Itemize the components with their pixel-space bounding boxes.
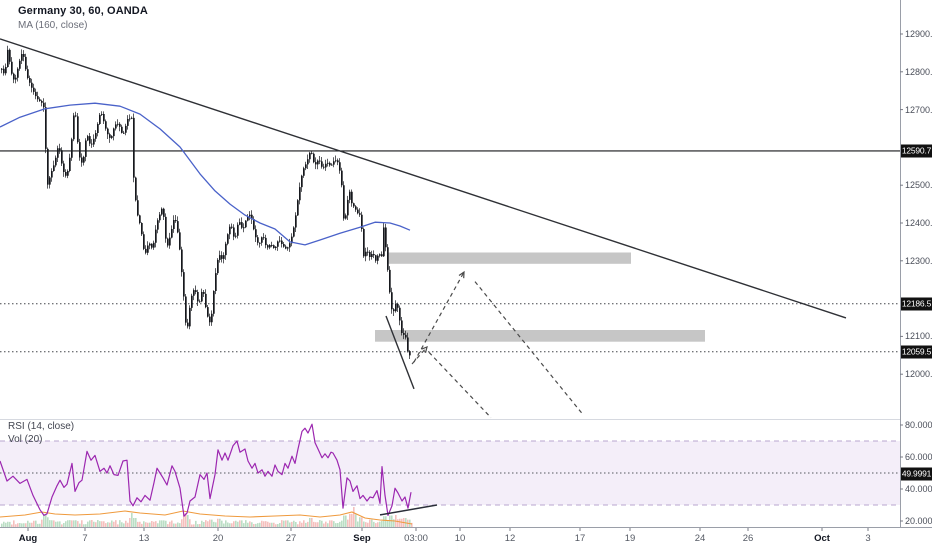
time-axis-label: 20 xyxy=(212,533,224,544)
rsi-trendline[interactable] xyxy=(379,504,438,516)
trendline[interactable] xyxy=(0,38,847,319)
projection-arrow[interactable] xyxy=(413,271,465,363)
volume-bars-down xyxy=(11,507,413,527)
time-axis-label: 10 xyxy=(454,533,466,544)
rsi-axis-label: 20.0000 xyxy=(905,516,932,526)
projection-arrow[interactable] xyxy=(474,281,584,415)
rsi-axis-label: 80.0000 xyxy=(905,420,932,430)
price-pane[interactable] xyxy=(0,38,900,419)
price-axis-label: 12400.0 xyxy=(905,218,932,228)
price-level-badge: 12059.5 xyxy=(901,345,932,359)
price-axis-label: 12300.0 xyxy=(905,255,932,266)
rsi-value-badge: 49.9991 xyxy=(901,467,932,481)
ma-line[interactable] xyxy=(0,102,411,246)
time-axis-label: Aug xyxy=(18,533,38,544)
time-axis-label: Oct xyxy=(814,533,830,544)
axis-ticks xyxy=(27,33,903,531)
supply-zone[interactable] xyxy=(388,252,631,264)
price-level-badge: 12590.7 xyxy=(901,144,932,158)
time-axis-label: 13 xyxy=(138,533,150,544)
volume-ma-line[interactable] xyxy=(0,510,413,525)
price-axis-label: 12000.0 xyxy=(905,369,932,380)
time-axis-label: Sep xyxy=(353,533,371,544)
supply-zone[interactable] xyxy=(375,330,705,342)
time-axis-label: 03:00 xyxy=(404,533,428,544)
time-axis-label: 3 xyxy=(865,533,871,544)
arrowhead xyxy=(458,270,465,279)
rsi-line[interactable] xyxy=(0,423,412,517)
candlestick-series[interactable] xyxy=(1,49,411,356)
time-axis-label: 24 xyxy=(694,533,706,544)
price-axis-label: 12800.0 xyxy=(905,66,932,77)
price-axis-label: 12100.0 xyxy=(905,331,932,342)
time-axis-label: 12 xyxy=(504,533,516,544)
trendline[interactable] xyxy=(385,315,415,390)
price-axis-label: 12700.0 xyxy=(905,104,932,115)
time-axis-label: 19 xyxy=(624,533,636,544)
rsi-band xyxy=(0,441,900,505)
rsi-pane[interactable] xyxy=(0,423,900,527)
price-axis-label: 12500.0 xyxy=(905,180,932,191)
time-axis-label: 7 xyxy=(82,533,88,544)
projection-arrow[interactable] xyxy=(428,351,492,419)
rsi-axis-label: 60.0000 xyxy=(905,452,932,462)
time-axis-label: 26 xyxy=(742,533,754,544)
price-level-badge: 12186.5 xyxy=(901,297,932,311)
time-axis-label: 17 xyxy=(574,533,586,544)
arrowhead xyxy=(421,346,428,353)
price-axis-label: 12900.0 xyxy=(905,29,932,39)
rsi-axis-label: 40.0000 xyxy=(905,484,932,494)
time-axis-label: 27 xyxy=(285,533,297,544)
